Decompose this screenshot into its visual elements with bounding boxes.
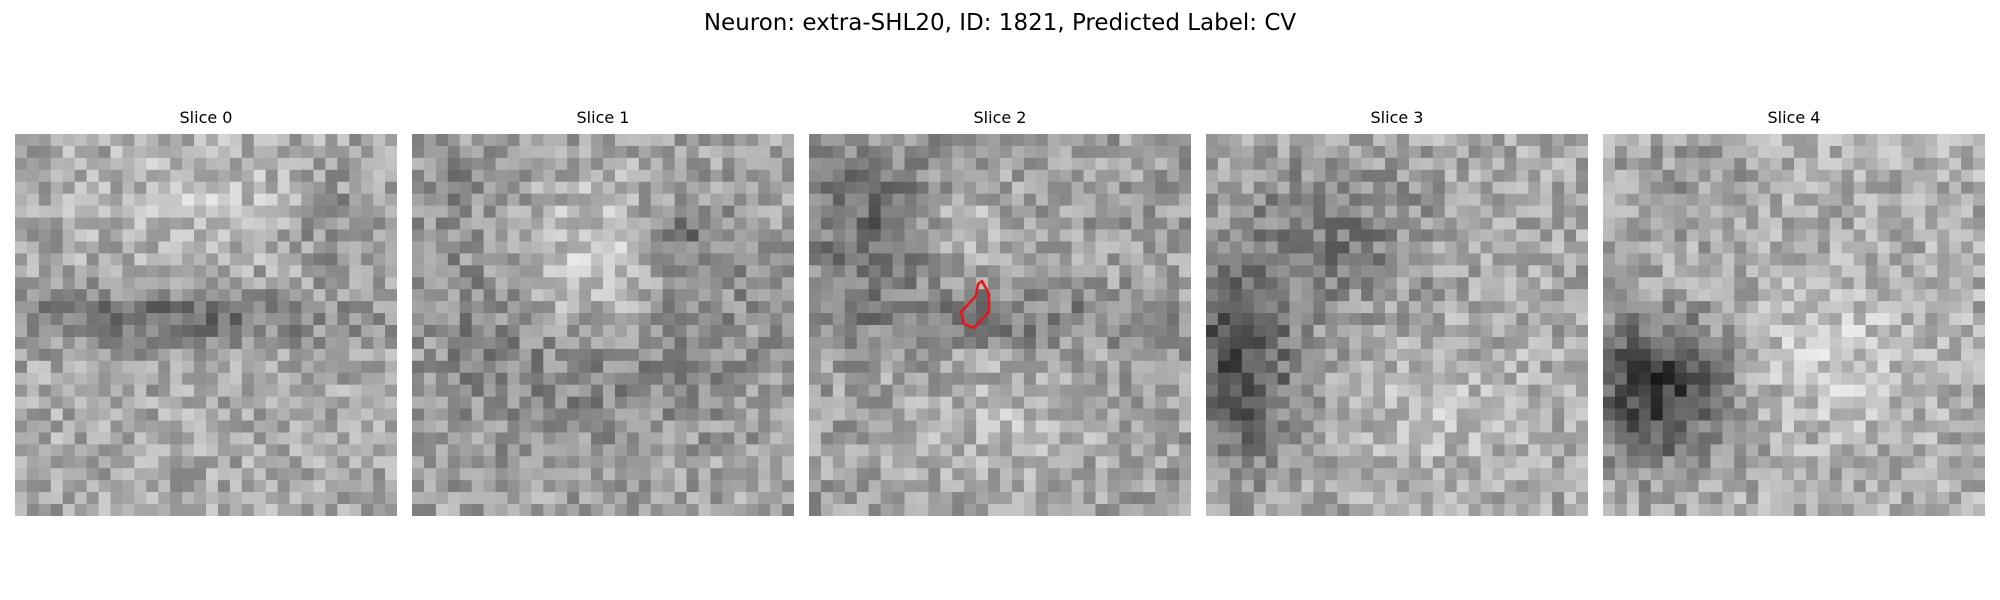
slice-title: Slice 1 — [576, 108, 630, 127]
figure-title: Neuron: extra-SHL20, ID: 1821, Predicted… — [703, 10, 1297, 36]
roi-contour — [959, 279, 991, 330]
slice-image — [412, 134, 794, 516]
slice-title: Slice 4 — [1767, 108, 1821, 127]
slice-image — [809, 134, 1191, 516]
slice-image — [15, 134, 397, 516]
slice-image — [1206, 134, 1588, 516]
slice-title: Slice 0 — [179, 108, 233, 127]
slice-title: Slice 3 — [1370, 108, 1424, 127]
slice-image — [1603, 134, 1985, 516]
slice-title: Slice 2 — [973, 108, 1027, 127]
